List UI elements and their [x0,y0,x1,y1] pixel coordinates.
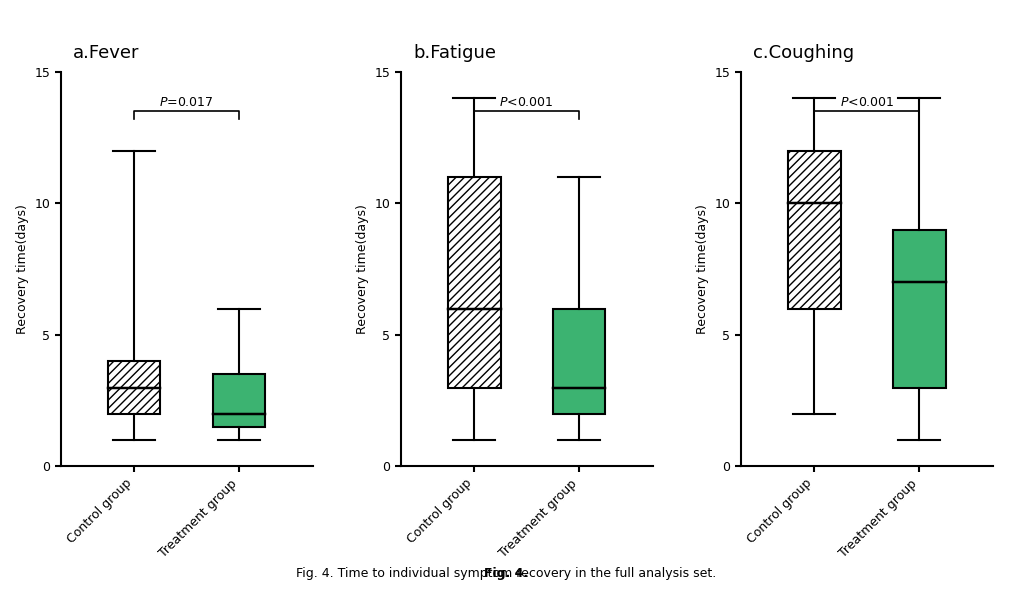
FancyBboxPatch shape [448,177,500,388]
Y-axis label: Recovery time(days): Recovery time(days) [16,204,29,334]
Y-axis label: Recovery time(days): Recovery time(days) [696,204,709,334]
FancyBboxPatch shape [553,309,606,414]
FancyBboxPatch shape [213,374,265,427]
Text: $\it{P}$<0.001: $\it{P}$<0.001 [499,96,554,109]
Text: Fig. 4. Time to individual symptom recovery in the full analysis set.: Fig. 4. Time to individual symptom recov… [297,567,716,580]
FancyBboxPatch shape [108,361,160,414]
Text: $\it{P}$<0.001: $\it{P}$<0.001 [840,96,894,109]
Text: a.Fever: a.Fever [73,44,140,62]
Text: Fig. 4.: Fig. 4. [484,567,529,580]
Text: c.Coughing: c.Coughing [754,44,855,62]
Y-axis label: Recovery time(days): Recovery time(days) [356,204,369,334]
FancyBboxPatch shape [893,230,945,388]
Text: b.Fatigue: b.Fatigue [413,44,496,62]
Text: $\it{P}$=0.017: $\it{P}$=0.017 [159,96,214,109]
FancyBboxPatch shape [788,151,841,309]
